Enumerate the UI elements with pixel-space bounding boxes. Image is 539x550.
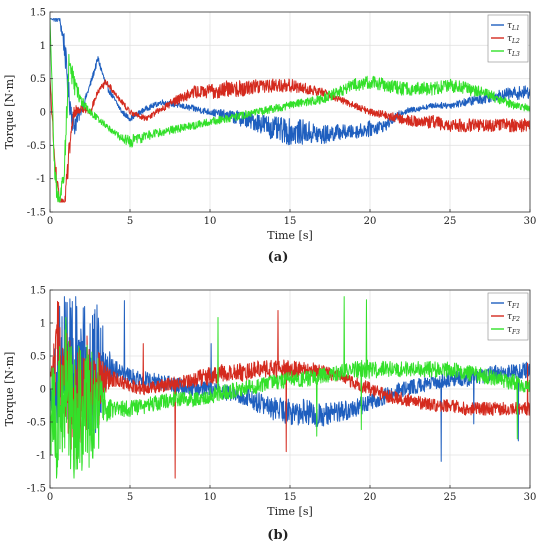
legend-entry: τF3 [507, 325, 520, 336]
x-tick-label: 30 [524, 216, 537, 227]
panel-label: (a) [268, 250, 289, 265]
legend-entry: τL1 [507, 21, 520, 32]
y-axis-label: Torque [N·m] [3, 352, 16, 427]
x-tick-label: 25 [444, 216, 457, 227]
legend: τL1 τL2 τL3 [487, 14, 529, 63]
x-tick-label: 10 [204, 492, 217, 503]
x-tick-label: 20 [364, 216, 377, 227]
x-tick-label: 15 [284, 216, 297, 227]
x-tick-label: 5 [127, 492, 133, 503]
legend-entry: τF1 [507, 299, 520, 310]
y-tick-label: 1.5 [30, 286, 46, 297]
x-tick-label: 5 [127, 216, 133, 227]
y-tick-label: 1.5 [30, 8, 46, 19]
y-tick-label: -0.5 [27, 141, 46, 152]
x-axis-label: Time [s] [267, 505, 313, 518]
y-tick-label: -1 [36, 174, 46, 185]
series-line-f3 [50, 296, 530, 479]
x-tick-label: 25 [444, 492, 457, 503]
y-tick-label: -1.5 [27, 208, 46, 219]
panel-label: (b) [267, 528, 288, 543]
y-tick-label: 0.5 [30, 352, 46, 363]
legend-entry: τL2 [507, 34, 520, 45]
x-tick-label: 0 [47, 216, 53, 227]
panel-b: 0 5 10 15 20 25 30 -1.5 -1 -0.5 0 0.5 1 1.5 Time [s] To… [3, 286, 536, 544]
legend-box [487, 14, 529, 63]
series-group [50, 18, 530, 203]
y-tick-label: 1 [40, 319, 46, 330]
y-tick-label: 1 [40, 41, 46, 52]
series-group [50, 296, 530, 479]
series-line-l2 [50, 78, 530, 203]
x-tick-label: 20 [364, 492, 377, 503]
legend-box [487, 292, 529, 341]
y-axis-label: Torque [N·m] [3, 75, 16, 150]
x-tick-label: 30 [524, 492, 537, 503]
panel-a: 0 5 10 15 20 25 30 -1.5 -1 -0.5 0 0.5 1 1.5 Time [s] To… [3, 8, 536, 266]
y-tick-label: 0.5 [30, 74, 46, 85]
series-line-f1 [50, 296, 530, 462]
x-tick-label: 15 [284, 492, 297, 503]
legend-entry: τL3 [507, 47, 520, 58]
series-line-l3 [50, 18, 530, 203]
series-line-f2 [50, 300, 530, 479]
legend-entry: τF2 [507, 312, 520, 323]
y-tick-label: 0 [40, 385, 46, 396]
y-tick-label: 0 [40, 108, 46, 119]
x-tick-label: 0 [47, 492, 53, 503]
y-tick-label: -1 [36, 451, 46, 462]
y-tick-label: -1.5 [27, 484, 46, 495]
series-line-l1 [50, 18, 530, 146]
x-tick-label: 10 [204, 216, 217, 227]
y-tick-label: -0.5 [27, 418, 46, 429]
x-axis-label: Time [s] [267, 229, 313, 242]
legend: τF1 τF2 τF3 [487, 292, 529, 341]
